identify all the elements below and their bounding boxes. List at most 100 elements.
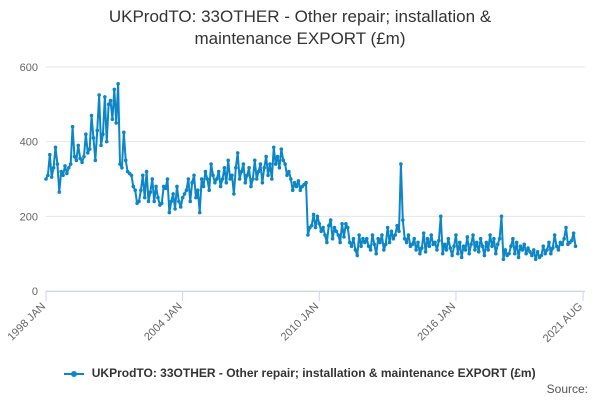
data-point bbox=[232, 192, 236, 196]
data-point bbox=[275, 154, 280, 159]
data-point bbox=[165, 177, 170, 181]
data-point bbox=[59, 169, 63, 174]
data-point bbox=[334, 229, 339, 234]
data-point bbox=[258, 162, 263, 166]
data-point bbox=[528, 250, 532, 254]
data-point bbox=[173, 207, 177, 211]
data-point bbox=[233, 166, 238, 170]
data-point bbox=[404, 240, 409, 245]
data-point bbox=[152, 199, 156, 204]
data-point bbox=[376, 236, 380, 241]
x-tick-label: 2004 JAN bbox=[142, 301, 185, 344]
data-point bbox=[123, 158, 128, 163]
data-point bbox=[446, 236, 451, 241]
data-point bbox=[564, 225, 568, 230]
data-point bbox=[144, 169, 149, 174]
data-point bbox=[103, 95, 107, 99]
data-point bbox=[486, 248, 491, 252]
data-point bbox=[425, 236, 430, 241]
data-point bbox=[74, 158, 79, 163]
data-point bbox=[139, 188, 143, 192]
data-point bbox=[402, 236, 407, 241]
data-point bbox=[112, 87, 117, 92]
data-point bbox=[163, 186, 168, 191]
data-point bbox=[271, 145, 276, 150]
credits-source[interactable]: Source: bbox=[546, 382, 588, 396]
data-point bbox=[391, 236, 396, 241]
data-point bbox=[131, 184, 136, 189]
data-point bbox=[156, 195, 160, 200]
data-point bbox=[268, 162, 272, 166]
data-point bbox=[488, 233, 492, 237]
data-point bbox=[401, 218, 405, 222]
data-point bbox=[180, 195, 185, 200]
data-point bbox=[247, 166, 251, 170]
data-point bbox=[209, 162, 213, 166]
data-point bbox=[243, 180, 248, 185]
data-point bbox=[433, 240, 437, 245]
y-tick-label: 400 bbox=[20, 137, 38, 149]
data-point bbox=[245, 173, 249, 178]
data-point bbox=[213, 180, 217, 185]
data-point bbox=[199, 177, 204, 181]
legend-label: UKProdTO: 33OTHER - Other repair; instal… bbox=[91, 366, 536, 380]
data-point bbox=[569, 238, 574, 243]
data-point bbox=[306, 233, 310, 237]
data-point bbox=[65, 171, 69, 176]
data-point bbox=[309, 223, 314, 228]
legend[interactable]: UKProdTO: 33OTHER - Other repair; instal… bbox=[0, 366, 600, 380]
data-point bbox=[216, 169, 221, 174]
data-point bbox=[372, 242, 377, 247]
data-point bbox=[533, 257, 538, 262]
data-point bbox=[80, 160, 84, 164]
data-point bbox=[332, 225, 337, 230]
data-point bbox=[395, 223, 399, 228]
data-point bbox=[541, 244, 546, 248]
data-point bbox=[99, 143, 103, 148]
data-point bbox=[435, 248, 439, 252]
data-point bbox=[49, 175, 54, 179]
data-point bbox=[351, 236, 356, 241]
data-point bbox=[573, 244, 578, 248]
data-point bbox=[319, 229, 323, 234]
y-axis: 0 200 400 600 bbox=[20, 62, 38, 298]
data-point bbox=[57, 190, 62, 194]
data-point bbox=[509, 244, 513, 248]
data-point bbox=[63, 164, 67, 168]
data-point bbox=[421, 231, 426, 235]
data-point bbox=[330, 236, 335, 241]
data-point bbox=[545, 248, 549, 252]
data-point bbox=[511, 236, 515, 241]
chart-title-line-2: maintenance EXPORT (£m) bbox=[194, 29, 406, 48]
data-point bbox=[418, 251, 422, 256]
data-point bbox=[287, 169, 291, 174]
data-point bbox=[323, 233, 327, 237]
data-point bbox=[215, 177, 219, 181]
data-point bbox=[475, 240, 479, 245]
data-point bbox=[410, 242, 415, 247]
data-point bbox=[46, 173, 50, 178]
chart-title: UKProdTO: 33OTHER - Other repair; instal… bbox=[0, 6, 600, 50]
data-point bbox=[514, 240, 519, 245]
data-point bbox=[91, 136, 96, 140]
data-point bbox=[444, 248, 449, 252]
data-point bbox=[387, 240, 392, 245]
data-point bbox=[480, 244, 485, 248]
y-tick-label: 200 bbox=[20, 211, 38, 223]
data-point bbox=[290, 188, 295, 192]
data-point bbox=[427, 244, 432, 248]
data-point bbox=[552, 233, 557, 237]
data-point bbox=[556, 248, 561, 252]
data-point bbox=[560, 242, 565, 247]
data-point bbox=[120, 166, 124, 170]
data-point bbox=[549, 251, 553, 256]
data-point bbox=[76, 143, 81, 148]
data-point bbox=[108, 98, 113, 103]
data-point bbox=[361, 236, 365, 241]
data-point bbox=[345, 225, 350, 230]
data-point bbox=[535, 250, 540, 254]
data-point bbox=[294, 184, 299, 189]
data-point bbox=[78, 156, 82, 161]
data-point bbox=[459, 255, 464, 260]
